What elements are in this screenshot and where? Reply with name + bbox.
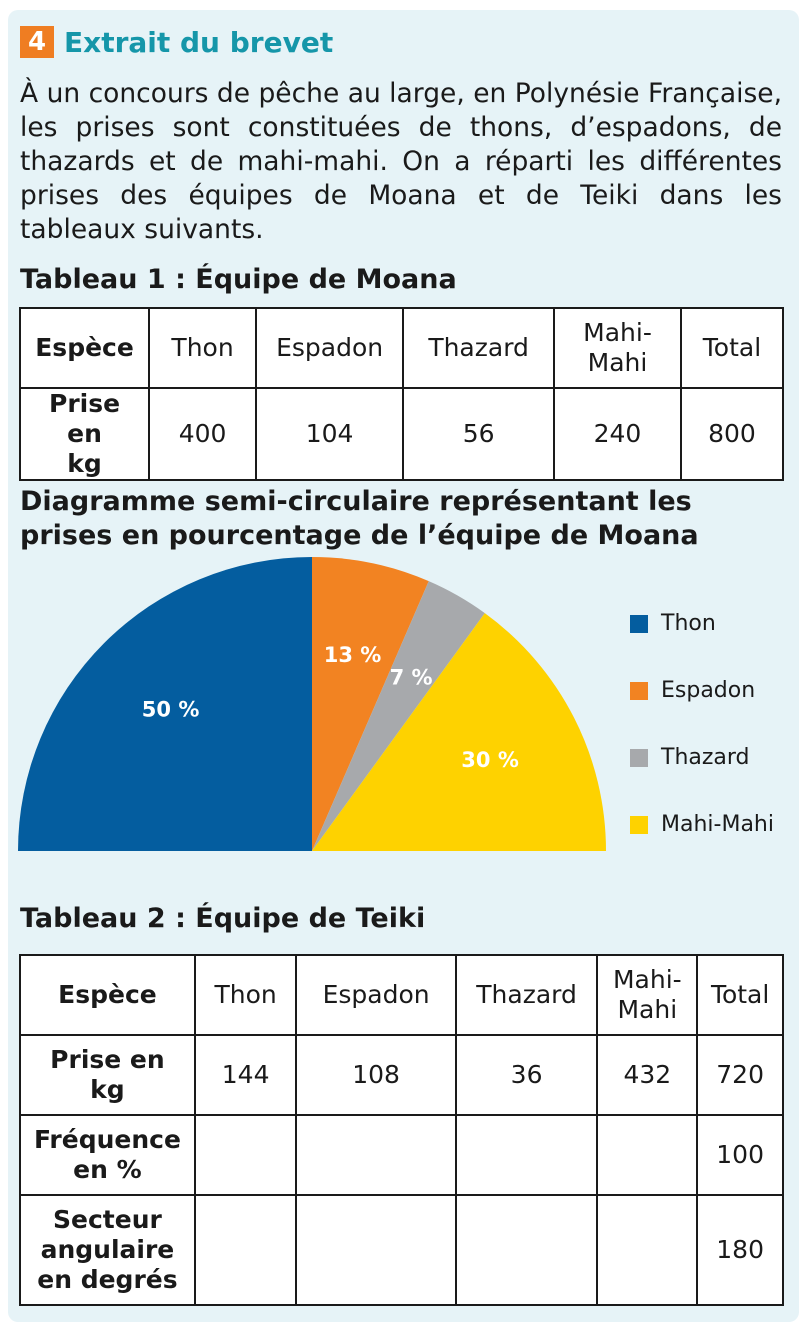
slice-label-thazard: 7 %: [390, 665, 433, 689]
table-cell: 400: [148, 387, 258, 481]
table-cell: 144: [193, 1034, 298, 1116]
legend-label: Thazard: [661, 745, 750, 770]
table-cell: [295, 1114, 457, 1196]
table-header-cell: Espèce: [19, 954, 196, 1036]
table-cell: [596, 1194, 699, 1306]
table-cell: [193, 1114, 298, 1196]
table-header-cell: Total: [696, 954, 784, 1036]
table-cell: 108: [295, 1034, 457, 1116]
table-cell: 56: [402, 387, 556, 481]
table-row-header: Prise en kg: [18, 387, 151, 481]
table-header-cell: Mahi-Mahi: [596, 954, 699, 1036]
table-cell: [454, 1194, 599, 1306]
table-cell: 800: [679, 387, 785, 481]
table-teiki: Espèce Thon Espadon Thazard Mahi-Mahi To…: [19, 954, 784, 1306]
table-cell: 104: [255, 387, 405, 481]
table-row: Secteur angulaire en degrés 180: [19, 1194, 784, 1306]
table-row: Prise en kg 144 108 36 432 720: [19, 1034, 784, 1116]
table-header-cell: Thazard: [402, 307, 556, 389]
legend-item-thon: Thon: [630, 590, 774, 657]
table-header-cell: Espadon: [255, 307, 405, 389]
table-row: Prise en kg 400 104 56 240 800: [18, 387, 785, 481]
table1-title: Tableau 1 : Équipe de Moana: [20, 264, 457, 295]
pie-slice-thon: [18, 557, 312, 851]
table-row-header: Secteur angulaire en degrés: [19, 1194, 196, 1306]
semicircle-chart: 50 % 13 % 7 % 30 %: [18, 557, 606, 851]
legend-label: Espadon: [661, 678, 756, 703]
exercise-number-badge: 4: [20, 26, 54, 58]
table-cell: 240: [553, 387, 682, 481]
legend-swatch: [630, 815, 648, 834]
table-header-cell: Mahi-Mahi: [553, 307, 682, 389]
legend-label: Thon: [661, 611, 716, 636]
table-header-cell: Thon: [148, 307, 258, 389]
table-header-cell: Total: [679, 307, 785, 389]
pie-slice-thazard: [312, 581, 485, 851]
slice-label-espadon: 13 %: [324, 643, 382, 667]
legend-item-espadon: Espadon: [630, 657, 774, 724]
legend-swatch: [630, 614, 648, 633]
table-cell: [596, 1114, 699, 1196]
pie-slice-mahi-mahi: [312, 613, 606, 851]
legend-swatch: [630, 681, 648, 700]
table-header-cell: Espadon: [295, 954, 457, 1036]
table-cell: 432: [596, 1034, 699, 1116]
legend-item-thazard: Thazard: [630, 724, 774, 791]
pie-slice-espadon: [312, 557, 429, 851]
legend-swatch: [630, 748, 648, 767]
table-cell: 36: [454, 1034, 599, 1116]
table-row-header: Prise en kg: [19, 1034, 196, 1116]
table-row: Espèce Thon Espadon Thazard Mahi-Mahi To…: [18, 307, 785, 389]
table-cell: [454, 1114, 599, 1196]
table-moana: Espèce Thon Espadon Thazard Mahi-Mahi To…: [18, 307, 785, 481]
table-cell: [193, 1194, 298, 1306]
legend-item-mahi-mahi: Mahi-Mahi: [630, 791, 774, 858]
table-header-cell: Espèce: [18, 307, 151, 389]
table-row-header: Fréquence en %: [19, 1114, 196, 1196]
table-cell: 720: [696, 1034, 784, 1116]
table-cell: [295, 1194, 457, 1306]
table-row: Fréquence en % 100: [19, 1114, 784, 1196]
chart-title: Diagramme semi-circulaire représentant l…: [20, 486, 699, 551]
table-header-cell: Thon: [193, 954, 298, 1036]
table-row: Espèce Thon Espadon Thazard Mahi-Mahi To…: [19, 954, 784, 1036]
chart-legend: Thon Espadon Thazard Mahi-Mahi: [630, 590, 774, 858]
table-header-cell: Thazard: [454, 954, 599, 1036]
slice-label-thon: 50 %: [142, 698, 200, 722]
slice-label-mahi-mahi: 30 %: [461, 748, 519, 772]
legend-label: Mahi-Mahi: [661, 812, 774, 837]
table2-title: Tableau 2 : Équipe de Teiki: [20, 903, 426, 934]
table-cell: 180: [696, 1194, 784, 1306]
table-cell: 100: [696, 1114, 784, 1196]
exercise-intro: À un concours de pêche au large, en Poly…: [20, 78, 782, 245]
exercise-header: 4 Extrait du brevet: [20, 25, 333, 59]
exercise-title: Extrait du brevet: [64, 25, 334, 59]
